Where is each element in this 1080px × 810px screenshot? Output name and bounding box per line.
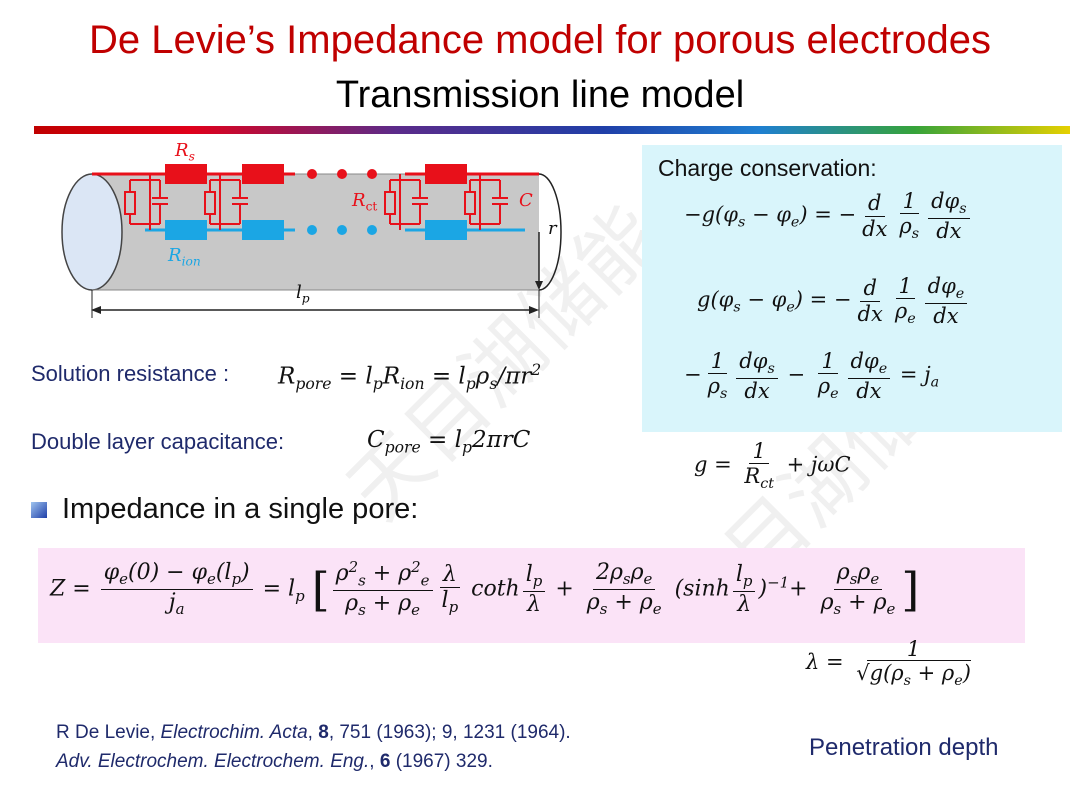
charge-eq-1: −g(φs − φe) = − d dx 1 ρs dφs dx (684, 190, 973, 242)
label-rion: Rion (168, 245, 201, 269)
impedance-box (38, 548, 1025, 643)
charge-eq-2: g(φs − φe) = − d dx 1 ρe dφe dx (697, 275, 970, 327)
cpore-equation: Cpore = lp2πrC (367, 427, 531, 457)
rc-element (124, 174, 168, 230)
label-rct: Rct (352, 190, 378, 214)
charge-conservation-label: Charge conservation: (658, 155, 877, 181)
bullet-text: Impedance in a single pore: (62, 493, 419, 525)
label-c: C (519, 190, 533, 211)
rion-resistor (242, 220, 284, 240)
g-equation: g = 1 Rct + jωC (694, 439, 851, 493)
reference-1: R De Levie, Electrochim. Acta, 8, 751 (1… (56, 722, 571, 743)
charge-eq-3: −1 ρs dφs dx − 1 ρe dφe dx = ja (684, 349, 940, 403)
page-title: De Levie’s Impedance model for porous el… (89, 18, 991, 62)
penetration-depth-label: Penetration depth (809, 734, 999, 761)
rion-resistor (425, 220, 467, 240)
rpore-equation: Rpore = lpRion = lpρs/πr2 (278, 360, 542, 394)
pore-diagram (61, 164, 562, 318)
pore-entrance (61, 173, 123, 291)
solution-resistance-label: Solution resistance : (31, 361, 230, 386)
rs-resistor (242, 164, 284, 184)
page-subtitle: Transmission line model (335, 74, 745, 116)
charge-conservation-box (642, 145, 1062, 432)
label-rs: Rs (175, 140, 195, 164)
label-r: r (548, 218, 557, 239)
rs-resistor (425, 164, 467, 184)
bullet-icon (31, 502, 47, 518)
rainbow-divider (34, 126, 1070, 134)
double-layer-label: Double layer capacitance: (31, 429, 285, 454)
impedance-equation: Z = φe(0) − φe(lp) ja = lp [ρ2s + ρ2e ρs +… (50, 558, 920, 620)
reference-2: Adv. Electrochem. Electrochem. Eng., 6 (… (56, 751, 493, 772)
rc-element (384, 174, 428, 230)
label-lp: lp (296, 282, 310, 306)
rc-element (464, 174, 508, 230)
rs-resistor (165, 164, 207, 184)
rion-resistor (165, 220, 207, 240)
rc-element (204, 174, 248, 230)
lambda-equation: λ = 1 √g(ρs + ρe) (806, 637, 971, 690)
